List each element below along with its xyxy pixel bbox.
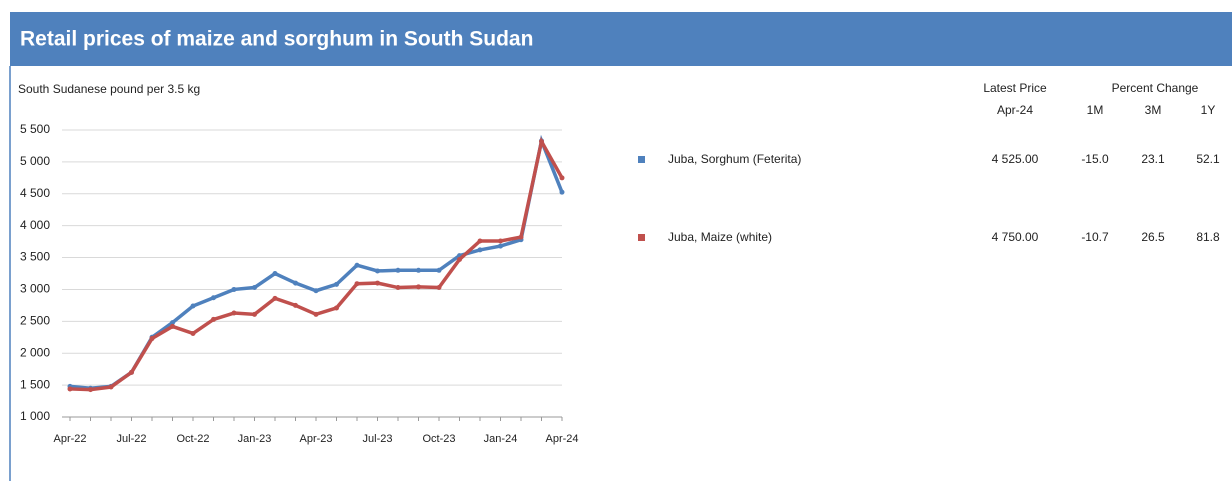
- y-tick-label: 1 500: [20, 377, 50, 391]
- data-point: [252, 311, 257, 317]
- y-tick-label: 4 000: [20, 218, 50, 232]
- legend-marker: [638, 156, 645, 163]
- table-header: Latest Price: [983, 81, 1047, 95]
- data-point: [375, 280, 380, 286]
- data-point: [129, 369, 134, 375]
- x-tick-label: Jan-23: [238, 433, 272, 445]
- data-point: [498, 238, 503, 244]
- data-point: [457, 256, 462, 262]
- table-cell: 26.5: [1141, 230, 1165, 244]
- table-cell: 4 750.00: [992, 230, 1039, 244]
- x-tick-label: Apr-23: [299, 433, 332, 445]
- data-point: [231, 310, 237, 316]
- data-point: [498, 243, 503, 249]
- chart-title: Retail prices of maize and sorghum in So…: [20, 28, 533, 51]
- y-axis-label: South Sudanese pound per 3.5 kg: [18, 82, 200, 96]
- data-point: [477, 247, 483, 253]
- y-tick-label: 3 500: [20, 250, 50, 264]
- data-point: [211, 295, 216, 301]
- header-bar: [10, 12, 1232, 66]
- data-point: [354, 281, 360, 287]
- table-header: Apr-24: [997, 103, 1033, 117]
- series-line: [69, 136, 564, 392]
- legend-label: Juba, Maize (white): [668, 230, 772, 244]
- data-point: [170, 320, 175, 326]
- data-point: [518, 234, 524, 240]
- y-tick-label: 5 500: [20, 122, 50, 136]
- data-point: [252, 285, 257, 291]
- y-tick-label: 1 000: [20, 409, 50, 423]
- table-cell: -15.0: [1081, 152, 1109, 166]
- data-point: [67, 386, 73, 392]
- data-point: [334, 305, 339, 311]
- data-point: [334, 281, 339, 287]
- data-point: [375, 268, 380, 274]
- x-tick-label: Apr-24: [545, 433, 578, 445]
- data-point: [293, 302, 298, 308]
- legend-marker: [638, 234, 645, 241]
- table-header: 3M: [1145, 103, 1162, 117]
- data-point: [313, 311, 319, 317]
- data-point: [559, 189, 565, 195]
- data-point: [190, 303, 196, 309]
- x-tick-label: Jan-24: [484, 433, 518, 445]
- data-point: [477, 238, 483, 244]
- table-cell: 4 525.00: [992, 152, 1039, 166]
- y-tick-label: 2 500: [20, 314, 50, 328]
- x-tick-label: Jul-23: [363, 433, 393, 445]
- table-header: 1M: [1087, 103, 1104, 117]
- data-point: [211, 316, 216, 322]
- data-point: [395, 285, 401, 291]
- data-point: [416, 284, 421, 290]
- data-point: [354, 262, 360, 268]
- table-header: 1Y: [1201, 103, 1216, 117]
- data-point: [272, 295, 278, 301]
- data-point: [395, 267, 401, 273]
- y-tick-label: 2 000: [20, 345, 50, 359]
- y-tick-label: 5 000: [20, 154, 50, 168]
- data-point: [272, 271, 278, 276]
- y-tick-label: 4 500: [20, 186, 50, 200]
- data-point: [539, 138, 544, 144]
- data-point: [436, 285, 442, 291]
- data-point: [190, 330, 196, 336]
- x-tick-label: Apr-22: [53, 433, 86, 445]
- table-cell: 81.8: [1196, 230, 1220, 244]
- data-point: [231, 286, 237, 292]
- table-cell: 23.1: [1141, 152, 1165, 166]
- data-point: [293, 280, 298, 286]
- data-point: [436, 267, 442, 273]
- y-tick-label: 3 000: [20, 282, 50, 296]
- data-point: [170, 323, 175, 329]
- table-cell: -10.7: [1081, 230, 1109, 244]
- data-point: [416, 267, 421, 273]
- x-tick-label: Jul-22: [117, 433, 147, 445]
- data-point: [88, 387, 93, 393]
- data-point: [108, 384, 114, 390]
- data-point: [559, 175, 565, 181]
- x-tick-label: Oct-23: [422, 433, 455, 445]
- table-header: Percent Change: [1112, 81, 1199, 95]
- data-point: [313, 288, 319, 294]
- data-point: [149, 336, 155, 342]
- x-tick-label: Oct-22: [176, 433, 209, 445]
- legend-label: Juba, Sorghum (Feterita): [668, 152, 801, 166]
- table-cell: 52.1: [1196, 152, 1220, 166]
